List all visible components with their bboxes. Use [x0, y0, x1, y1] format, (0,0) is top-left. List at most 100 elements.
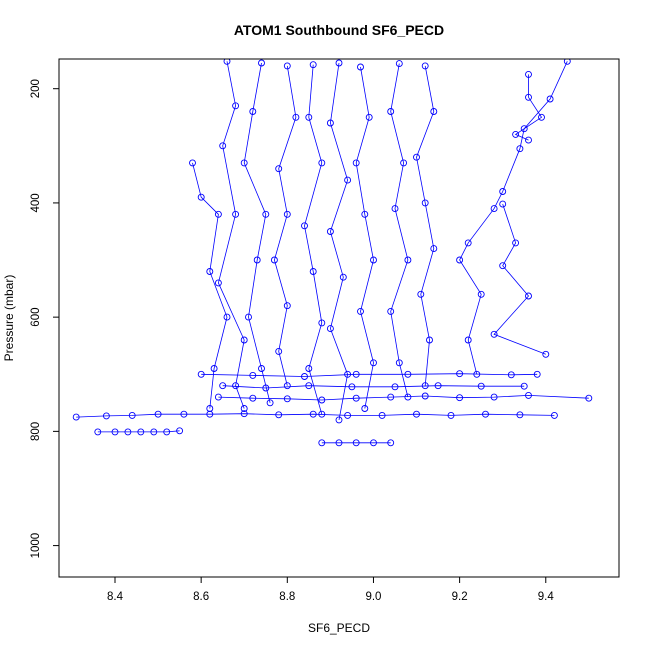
x-tick-label: 9.0 [365, 591, 381, 603]
data-point [507, 371, 515, 379]
y-axis-label: Pressure (mbar) [2, 275, 16, 362]
data-point [270, 256, 278, 264]
x-axis-label: SF6_PECD [308, 621, 370, 635]
data-point [499, 200, 507, 208]
data-point [417, 290, 425, 298]
series-line [304, 64, 323, 415]
series-line [416, 65, 435, 386]
series-line [222, 385, 525, 389]
data-point [309, 410, 317, 418]
data-point [223, 313, 231, 321]
data-point [305, 365, 313, 372]
data-point [335, 416, 343, 424]
data-point [249, 394, 257, 402]
data-point [361, 405, 369, 412]
data-point [499, 262, 507, 270]
data-point [370, 256, 377, 264]
data-point [292, 113, 300, 121]
data-point [499, 188, 507, 195]
data-point [72, 413, 80, 421]
data-point [326, 228, 334, 235]
data-point [477, 382, 485, 390]
data-point [240, 336, 248, 344]
data-point [275, 347, 283, 355]
data-point [180, 410, 188, 418]
series-line [355, 66, 374, 409]
data-point [538, 113, 545, 121]
y-tick-label: 800 [30, 422, 42, 441]
data-point [430, 245, 438, 253]
data-point [352, 370, 360, 378]
data-point [378, 411, 386, 419]
x-tick-label: 8.4 [107, 591, 124, 603]
y-tick-label: 200 [30, 79, 42, 98]
data-point [391, 383, 399, 391]
data-point [232, 102, 240, 110]
series-line [192, 162, 228, 409]
data-point [546, 95, 554, 103]
data-point [232, 210, 240, 218]
data-point [387, 393, 395, 401]
data-point [197, 370, 205, 378]
data-point [124, 428, 132, 436]
data-point [189, 159, 196, 167]
data-point [357, 307, 364, 315]
data-point [249, 108, 257, 115]
data-point [395, 359, 403, 367]
series-line [217, 61, 245, 409]
data-point [309, 268, 317, 275]
data-point [335, 59, 343, 67]
data-point [275, 165, 283, 173]
series-line [514, 74, 543, 141]
data-point [395, 60, 403, 68]
data-point [240, 405, 248, 412]
data-point [434, 382, 442, 390]
data-point [223, 59, 231, 65]
data-point [370, 359, 377, 367]
data-point [542, 350, 550, 358]
data-point [197, 193, 205, 201]
data-point [326, 325, 334, 333]
data-point [550, 411, 558, 419]
data-point [219, 382, 227, 390]
data-point [352, 159, 360, 167]
data-point [421, 382, 429, 390]
data-point [309, 61, 317, 69]
data-point [206, 405, 214, 412]
data-point [219, 142, 227, 150]
data-point [473, 370, 481, 378]
data-point [525, 391, 532, 399]
data-point [365, 113, 373, 121]
data-point [447, 411, 455, 419]
data-point [283, 395, 291, 403]
data-point [94, 428, 102, 436]
data-point [525, 136, 532, 144]
data-point [430, 108, 438, 115]
data-point [335, 439, 343, 447]
data-point [421, 199, 429, 207]
data-point [258, 59, 265, 67]
data-point [387, 108, 395, 115]
data-point [326, 119, 334, 127]
data-point [258, 365, 265, 372]
y-tick-label: 1000 [30, 533, 42, 559]
data-point [344, 176, 352, 184]
data-point [318, 159, 326, 167]
data-point [266, 399, 274, 407]
data-point [214, 393, 222, 401]
data-point [370, 439, 377, 447]
data-point [477, 290, 485, 298]
data-point [102, 412, 110, 420]
data-point [111, 428, 119, 436]
data-point [163, 428, 171, 436]
data-point [301, 222, 308, 230]
data-area [72, 59, 593, 447]
series-line [459, 61, 568, 375]
data-point [210, 365, 218, 372]
axes-layer: 8.4 8.6 8.8 9.0 9.2 9.4 200 400 600 800 1000 [30, 79, 554, 603]
data-point [318, 396, 326, 404]
data-point [482, 410, 489, 418]
data-point [512, 130, 520, 138]
series-line [273, 65, 297, 386]
